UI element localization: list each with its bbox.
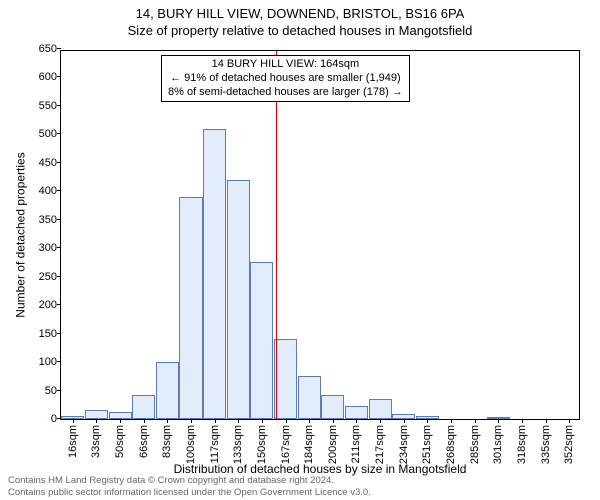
x-tick-label: 50sqm — [114, 425, 126, 458]
histogram-bar — [298, 376, 321, 419]
x-tick-mark — [286, 419, 287, 423]
y-tick-mark — [57, 133, 61, 134]
x-tick-label: 133sqm — [232, 425, 244, 464]
x-tick-label: 167sqm — [280, 425, 292, 464]
x-tick-label: 285sqm — [469, 425, 481, 464]
histogram-bar — [227, 180, 250, 419]
y-tick-label: 550 — [21, 100, 61, 112]
x-tick-label: 251sqm — [421, 425, 433, 464]
y-tick-label: 600 — [21, 71, 61, 83]
x-tick-mark — [144, 419, 145, 423]
y-tick-label: 400 — [21, 185, 61, 197]
x-tick-label: 301sqm — [492, 425, 504, 464]
attribution-footer: Contains HM Land Registry data © Crown c… — [8, 475, 371, 498]
histogram-bar — [250, 262, 273, 419]
y-tick-mark — [57, 361, 61, 362]
x-tick-mark — [569, 419, 570, 423]
chart-title-line2: Size of property relative to detached ho… — [0, 23, 600, 38]
y-tick-mark — [57, 333, 61, 334]
y-tick-mark — [57, 304, 61, 305]
x-tick-mark — [522, 419, 523, 423]
histogram-bar — [156, 362, 179, 419]
annotation-line: ← 91% of detached houses are smaller (1,… — [168, 72, 403, 86]
histogram-bar — [345, 406, 368, 419]
x-tick-mark — [262, 419, 263, 423]
histogram-bar — [132, 395, 155, 419]
x-tick-label: 100sqm — [185, 425, 197, 464]
x-tick-label: 16sqm — [67, 425, 79, 458]
x-tick-label: 184sqm — [303, 425, 315, 464]
y-tick-label: 300 — [21, 242, 61, 254]
y-tick-label: 650 — [21, 43, 61, 55]
annotation-box: 14 BURY HILL VIEW: 164sqm← 91% of detach… — [161, 55, 410, 102]
y-tick-label: 200 — [21, 299, 61, 311]
x-tick-label: 117sqm — [209, 425, 221, 463]
x-tick-label: 352sqm — [563, 425, 575, 464]
x-tick-label: 150sqm — [256, 425, 268, 464]
y-tick-mark — [57, 247, 61, 248]
x-tick-label: 33sqm — [90, 425, 102, 458]
x-tick-mark — [215, 419, 216, 423]
x-tick-mark — [120, 419, 121, 423]
histogram-bar — [203, 129, 226, 419]
y-tick-mark — [57, 219, 61, 220]
x-tick-label: 200sqm — [327, 425, 339, 464]
y-tick-label: 450 — [21, 157, 61, 169]
y-tick-mark — [57, 390, 61, 391]
histogram-bar — [179, 197, 202, 419]
y-tick-label: 250 — [21, 271, 61, 283]
x-tick-mark — [238, 419, 239, 423]
chart-plot-area: 0501001502002503003504004505005506006501… — [60, 50, 580, 420]
footer-line1: Contains HM Land Registry data © Crown c… — [8, 475, 371, 486]
x-tick-label: 318sqm — [516, 425, 528, 464]
x-tick-mark — [498, 419, 499, 423]
y-tick-mark — [57, 190, 61, 191]
y-tick-label: 50 — [21, 385, 61, 397]
chart-title-block: 14, BURY HILL VIEW, DOWNEND, BRISTOL, BS… — [0, 6, 600, 38]
x-tick-mark — [356, 419, 357, 423]
histogram-bar — [85, 410, 108, 419]
footer-line2: Contains public sector information licen… — [8, 487, 371, 498]
x-tick-mark — [475, 419, 476, 423]
y-tick-mark — [57, 276, 61, 277]
x-tick-mark — [333, 419, 334, 423]
y-tick-label: 150 — [21, 328, 61, 340]
x-tick-mark — [404, 419, 405, 423]
y-tick-mark — [57, 105, 61, 106]
x-tick-mark — [167, 419, 168, 423]
y-tick-label: 100 — [21, 356, 61, 368]
y-axis-label: Number of detached properties — [14, 152, 28, 317]
y-tick-label: 350 — [21, 214, 61, 226]
chart-title-line1: 14, BURY HILL VIEW, DOWNEND, BRISTOL, BS… — [0, 6, 600, 21]
x-tick-mark — [427, 419, 428, 423]
x-tick-label: 217sqm — [374, 425, 386, 464]
x-tick-mark — [546, 419, 547, 423]
x-tick-label: 66sqm — [138, 425, 150, 458]
y-tick-label: 0 — [21, 413, 61, 425]
x-tick-mark — [73, 419, 74, 423]
x-axis-label: Distribution of detached houses by size … — [60, 462, 580, 476]
histogram-bar — [274, 339, 297, 419]
property-marker-line — [276, 51, 277, 419]
y-tick-mark — [57, 76, 61, 77]
x-tick-label: 83sqm — [161, 425, 173, 458]
histogram-bar — [369, 399, 392, 419]
x-tick-mark — [309, 419, 310, 423]
histogram-bar — [321, 395, 344, 419]
x-tick-mark — [96, 419, 97, 423]
x-tick-mark — [380, 419, 381, 423]
x-tick-mark — [451, 419, 452, 423]
x-tick-mark — [191, 419, 192, 423]
x-tick-label: 211sqm — [350, 425, 362, 463]
x-tick-label: 335sqm — [540, 425, 552, 464]
x-tick-label: 268sqm — [445, 425, 457, 464]
y-tick-mark — [57, 48, 61, 49]
annotation-line: 14 BURY HILL VIEW: 164sqm — [168, 58, 403, 72]
x-tick-label: 234sqm — [398, 425, 410, 464]
y-tick-mark — [57, 162, 61, 163]
histogram-bar — [109, 412, 132, 419]
y-tick-label: 500 — [21, 128, 61, 140]
annotation-line: 8% of semi-detached houses are larger (1… — [168, 86, 403, 100]
